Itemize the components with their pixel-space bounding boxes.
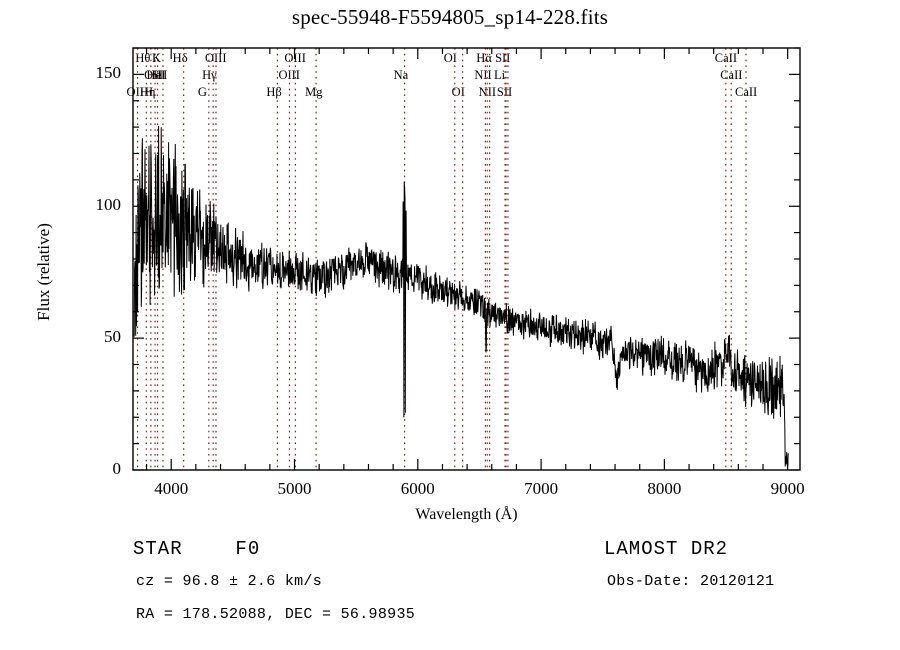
spectral-line-label: OIII: [144, 68, 166, 82]
x-tick-label: 9000: [770, 479, 805, 498]
x-tick-label: 7000: [524, 479, 559, 498]
spectral-line-label: G: [197, 85, 207, 99]
spectral-line-label: K: [151, 51, 161, 65]
spectrum-trace: [133, 125, 789, 468]
x-tick-label: 5000: [277, 479, 312, 498]
object-type-label: STAR F0: [133, 538, 260, 560]
spectral-line-label: OI: [443, 51, 457, 65]
page-title: spec-55948-F5594805_sp14-228.fits: [291, 5, 609, 29]
spectral-line-label: Hα: [476, 51, 492, 65]
survey-label: LAMOST DR2: [604, 538, 729, 560]
y-tick-label: 50: [104, 327, 121, 347]
spectral-line-label: Hη: [139, 85, 156, 99]
coordinates: RA = 178.52088, DEC = 56.98935: [136, 606, 416, 623]
x-tick-label: 8000: [647, 479, 682, 498]
spectral-line-label: OIII: [204, 51, 227, 65]
y-tick-label: 150: [95, 63, 122, 83]
axis-frame: [132, 47, 801, 471]
spectral-line-label: OIII: [278, 68, 300, 82]
spectral-line-markers: [136, 48, 747, 470]
spectral-line-label: CaII: [734, 85, 758, 99]
redshift-velocity: cz = 96.8 ± 2.6 km/s: [136, 573, 323, 590]
y-tick-label: 0: [112, 459, 122, 478]
x-axis-label: Wavelength (Å): [415, 506, 518, 523]
obs-date: Obs-Date: 20120121: [607, 573, 775, 590]
object-type: STAR: [133, 538, 183, 560]
x-tick-label: 6000: [400, 479, 435, 498]
spectral-line-label: OII: [126, 85, 144, 99]
y-tick-label: 100: [95, 195, 122, 215]
spectral-line-label: Li: [493, 68, 506, 82]
spectral-line-label: NII: [478, 85, 497, 99]
spectral-line-label: H: [144, 85, 154, 99]
spectral-class: F0: [235, 538, 261, 560]
x-tick-label: 4000: [154, 479, 189, 498]
spectral-line-label: Mg: [305, 85, 323, 99]
